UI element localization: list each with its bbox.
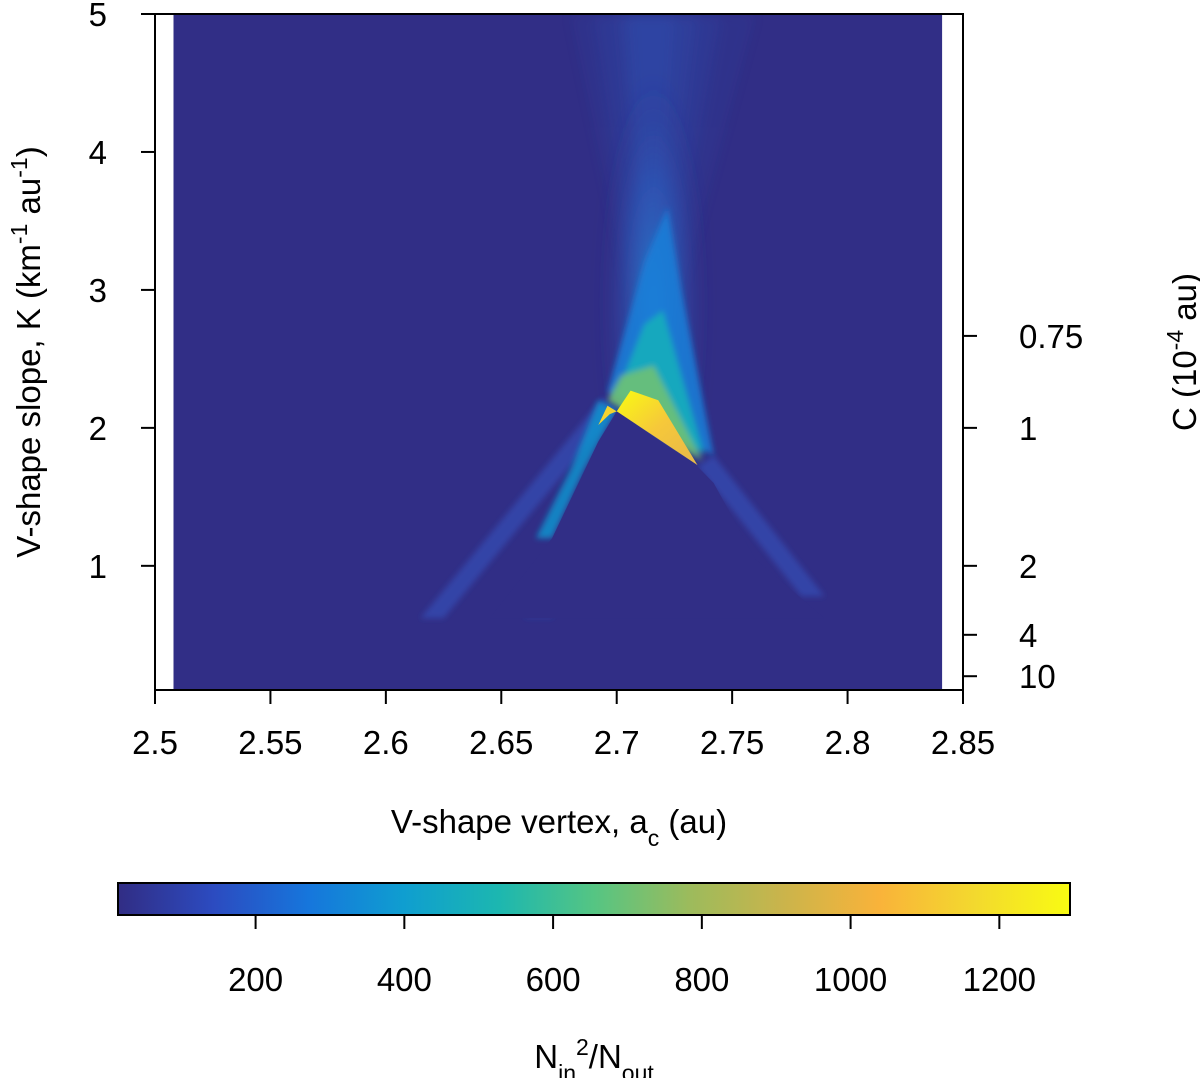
colorbar-tick-label: 400 — [377, 961, 432, 998]
right-tick-label: 0.75 — [1019, 318, 1083, 355]
colorbar-tick-label: 800 — [674, 961, 729, 998]
axes: 2.5 2.55 2.6 2.65 2.7 2.75 2.8 2.85 1 2 3 4 5 0.75 1 2 4… — [89, 0, 1084, 761]
colorbar-tick-label: 1000 — [814, 961, 887, 998]
left-edge — [535, 400, 617, 539]
right-tick-label: 10 — [1019, 658, 1056, 695]
colorbar: 200 400 600 800 1000 1200 — [117, 882, 1071, 998]
x-tick-label: 2.7 — [594, 724, 640, 761]
y-tick-label: 3 — [89, 272, 107, 309]
right-wing — [697, 455, 825, 597]
y-tick-label: 4 — [89, 134, 107, 171]
heatmap-peak-tip — [598, 405, 617, 426]
x-tick-label: 2.55 — [238, 724, 302, 761]
heatmap-v-interior — [489, 411, 825, 619]
plot-frame — [154, 13, 964, 691]
heatmap-peak — [616, 390, 698, 466]
colorbar-bar — [117, 882, 1071, 916]
y-tick-label: 1 — [89, 548, 107, 585]
right-tick-label: 4 — [1019, 617, 1037, 654]
colorbar-tick-label: 1200 — [963, 961, 1036, 998]
x-tick-label: 2.6 — [363, 724, 409, 761]
x-tick-label: 2.85 — [931, 724, 995, 761]
left-wing — [420, 397, 617, 619]
x-tick-label: 2.75 — [700, 724, 764, 761]
colorbar-title: Nin2/Nout — [534, 1034, 654, 1078]
y-tick-label: 2 — [89, 410, 107, 447]
x-axis-title: V-shape vertex, ac (au) — [391, 803, 727, 851]
right-tick-label: 1 — [1019, 410, 1037, 447]
right-tick-label: 2 — [1019, 548, 1037, 585]
x-tick-label: 2.5 — [132, 724, 178, 761]
colorbar-tick-label: 200 — [228, 961, 283, 998]
x-tick-label: 2.65 — [469, 724, 533, 761]
y-axis-title: V-shape slope, K (km-1 au-1) — [6, 146, 47, 557]
y-tick-label: 5 — [89, 0, 107, 33]
right-axis-title: C (10-4 au) — [1162, 273, 1200, 431]
colorbar-tick-label: 600 — [526, 961, 581, 998]
x-tick-label: 2.8 — [825, 724, 871, 761]
plot-area — [173, 14, 943, 690]
